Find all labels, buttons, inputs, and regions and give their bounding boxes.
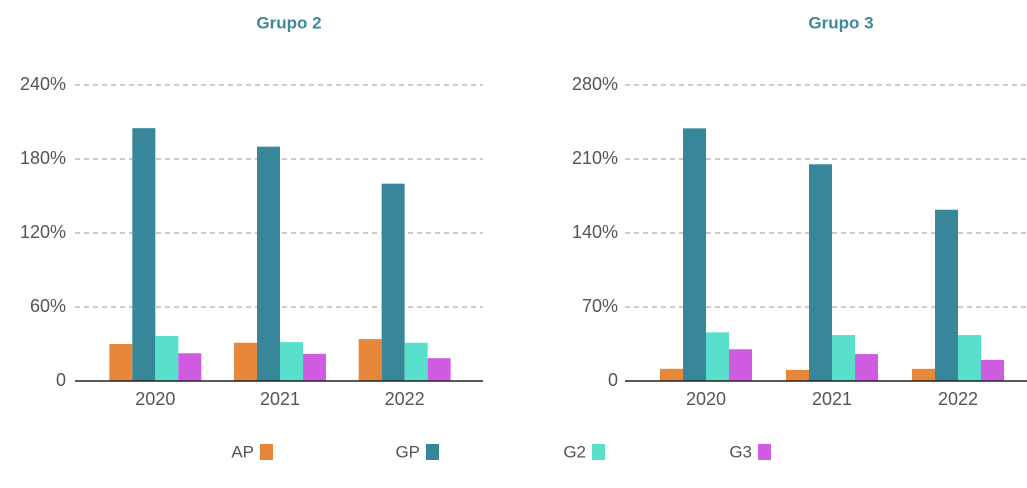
bar	[729, 349, 752, 381]
legend-swatch	[758, 444, 771, 460]
bar	[660, 368, 683, 381]
bar	[381, 183, 405, 381]
x-tick-label: 2020	[135, 389, 175, 409]
legend-swatch	[426, 444, 439, 460]
x-tick-label: 2022	[938, 389, 978, 409]
bar	[132, 128, 156, 381]
y-tick-label: 210%	[572, 148, 618, 168]
bar	[706, 332, 729, 381]
legend-label: G2	[563, 442, 586, 461]
bar	[234, 342, 257, 381]
bar	[958, 335, 981, 381]
y-tick-label: 60%	[30, 296, 66, 316]
bar	[981, 359, 1004, 381]
y-tick-label: 280%	[572, 74, 618, 94]
chart-title: Grupo 2	[256, 13, 321, 32]
legend-label: GP	[395, 442, 420, 461]
chart-title: Grupo 3	[808, 13, 873, 32]
y-tick-label: 140%	[572, 222, 618, 242]
y-tick-label: 240%	[20, 74, 66, 94]
x-tick-label: 2021	[260, 389, 300, 409]
bar	[832, 335, 855, 381]
x-tick-label: 2021	[812, 389, 852, 409]
x-tick-label: 2020	[686, 389, 726, 409]
bar	[427, 358, 451, 381]
y-tick-label: 0	[56, 370, 66, 390]
bar	[404, 342, 428, 381]
y-tick-label: 180%	[20, 148, 66, 168]
bar	[912, 368, 935, 381]
bar	[178, 353, 202, 381]
bar	[303, 353, 326, 381]
bar	[155, 335, 179, 381]
bar	[358, 339, 382, 381]
y-tick-label: 120%	[20, 222, 66, 242]
bar	[855, 354, 878, 381]
legend-label: G3	[729, 442, 752, 461]
legend-swatch	[260, 444, 273, 460]
bar	[280, 342, 303, 381]
bar	[809, 164, 832, 381]
legend-swatch	[592, 444, 605, 460]
y-tick-label: 0	[608, 370, 618, 390]
bar	[683, 128, 706, 381]
y-tick-label: 70%	[582, 296, 618, 316]
bar	[935, 209, 958, 381]
bar	[786, 369, 809, 381]
bar	[257, 146, 280, 381]
legend-label: AP	[231, 442, 254, 461]
x-tick-label: 2022	[385, 389, 425, 409]
bar	[109, 344, 133, 381]
